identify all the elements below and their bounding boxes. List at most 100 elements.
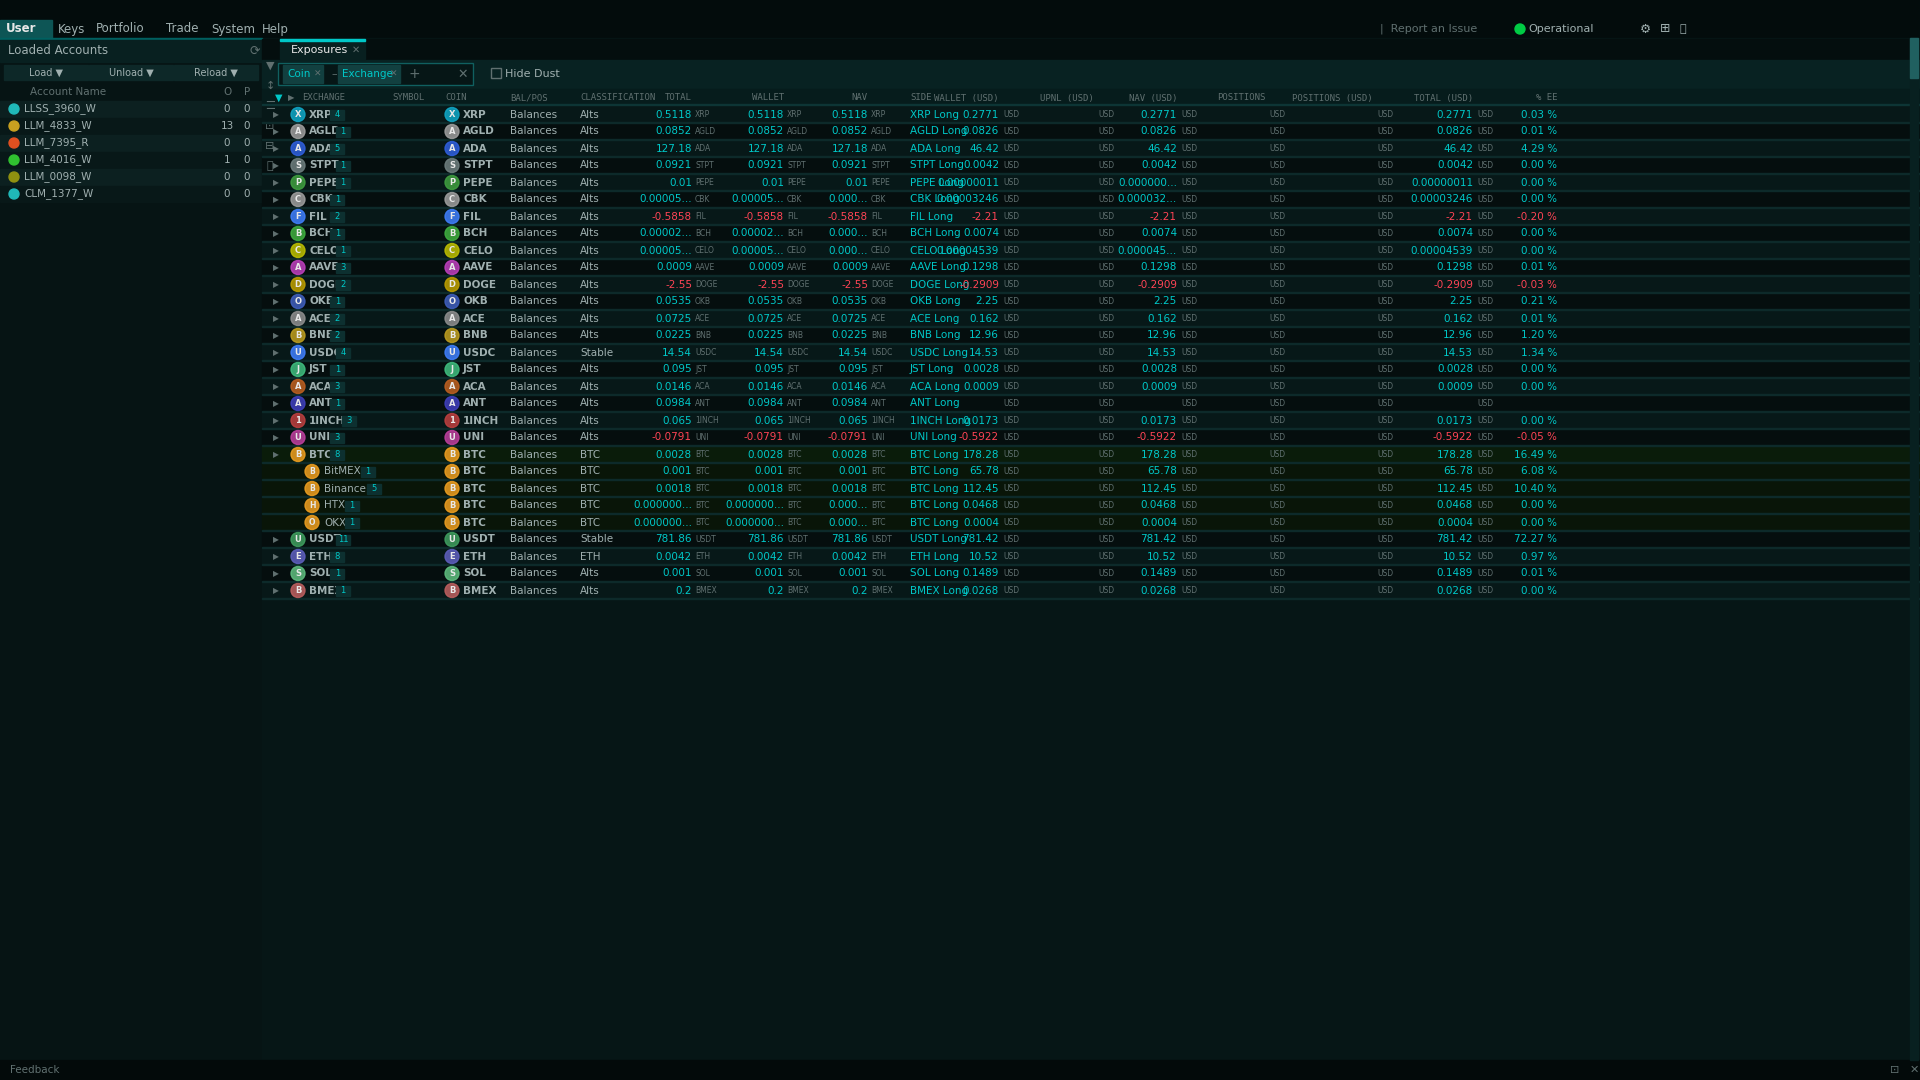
Text: 0.000...: 0.000... (829, 194, 868, 204)
Text: BTC Long: BTC Long (910, 484, 958, 494)
Text: U: U (449, 535, 455, 544)
Circle shape (292, 141, 305, 156)
Text: USD: USD (1476, 110, 1494, 119)
Text: Alts: Alts (580, 144, 599, 153)
Text: USD: USD (1269, 314, 1284, 323)
Text: S: S (296, 569, 301, 578)
Text: 0.0028: 0.0028 (1140, 365, 1177, 375)
Circle shape (445, 567, 459, 581)
Text: Balances: Balances (511, 109, 557, 120)
Text: USD: USD (1002, 433, 1020, 442)
Text: 0.000000...: 0.000000... (634, 500, 691, 511)
Text: NAV (USD): NAV (USD) (1129, 94, 1177, 103)
Text: USD: USD (1181, 280, 1198, 289)
Text: 178.28: 178.28 (962, 449, 998, 459)
Text: Balances: Balances (511, 126, 557, 136)
Text: BCH Long: BCH Long (910, 229, 960, 239)
Circle shape (445, 363, 459, 377)
Text: USD: USD (1181, 433, 1198, 442)
Text: Coin: Coin (286, 69, 311, 79)
Text: 0.0004: 0.0004 (1140, 517, 1177, 527)
Text: 65.78: 65.78 (1146, 467, 1177, 476)
Text: 0.065: 0.065 (839, 416, 868, 426)
Circle shape (292, 583, 305, 597)
Text: 46.42: 46.42 (1146, 144, 1177, 153)
Text: 1: 1 (449, 416, 455, 426)
Bar (261, 345, 1920, 361)
Bar (330, 144, 344, 153)
Text: USD: USD (1269, 212, 1284, 221)
Text: Balances: Balances (511, 297, 557, 307)
Text: USD: USD (1476, 246, 1494, 255)
Text: 0.00005...: 0.00005... (732, 245, 783, 256)
Text: 3: 3 (340, 264, 346, 272)
Text: JST: JST (463, 365, 482, 375)
Text: 10.52: 10.52 (1148, 552, 1177, 562)
Text: 8: 8 (334, 450, 340, 459)
Text: 0.0028: 0.0028 (657, 449, 691, 459)
Text: 0.000...: 0.000... (829, 500, 868, 511)
Bar (330, 109, 344, 120)
Text: 0.095: 0.095 (662, 365, 691, 375)
Text: Feedback: Feedback (10, 1065, 60, 1075)
Text: PEPE Long: PEPE Long (910, 177, 964, 188)
Text: ⊡: ⊡ (1889, 1065, 1899, 1075)
Text: 0: 0 (244, 189, 250, 199)
Text: 0.0028: 0.0028 (831, 449, 868, 459)
Text: 0.1298: 0.1298 (962, 262, 998, 272)
Text: 0.0984: 0.0984 (831, 399, 868, 408)
Text: USD: USD (1269, 127, 1284, 136)
Text: USD: USD (1269, 535, 1284, 544)
Text: 4: 4 (334, 110, 340, 119)
Text: 0.0984: 0.0984 (747, 399, 783, 408)
Text: USD: USD (1098, 433, 1114, 442)
Bar (261, 565, 1920, 581)
Text: ▶: ▶ (273, 586, 278, 595)
Text: 0.0018: 0.0018 (657, 484, 691, 494)
Text: LLM_4016_W: LLM_4016_W (23, 154, 92, 165)
Text: 0.0535: 0.0535 (747, 297, 783, 307)
Text: EXCHANGE: EXCHANGE (301, 94, 346, 103)
Bar (0, 40, 261, 62)
Text: ETH: ETH (580, 552, 601, 562)
Text: 0.00005...: 0.00005... (639, 194, 691, 204)
Text: ▶: ▶ (273, 450, 278, 459)
Text: E: E (296, 552, 301, 561)
Text: Alts: Alts (580, 313, 599, 324)
Text: BTC: BTC (580, 484, 601, 494)
Text: 0.5118: 0.5118 (747, 109, 783, 120)
Text: 14.54: 14.54 (839, 348, 868, 357)
Text: AAVE: AAVE (309, 262, 340, 272)
Text: AAVE Long: AAVE Long (910, 262, 966, 272)
Circle shape (10, 156, 19, 165)
Text: 0.0004: 0.0004 (964, 517, 998, 527)
Text: USD: USD (1002, 450, 1020, 459)
Text: WALLET: WALLET (753, 94, 783, 103)
Text: 0.162: 0.162 (970, 313, 998, 324)
Text: CELO: CELO (463, 245, 493, 256)
Text: ▶: ▶ (273, 161, 278, 170)
Bar (330, 212, 344, 221)
Text: 0.0146: 0.0146 (747, 381, 783, 391)
Text: 0.01 %: 0.01 % (1521, 313, 1557, 324)
Text: B: B (309, 484, 315, 492)
Text: 0.00 %: 0.00 % (1521, 365, 1557, 375)
Text: CBK: CBK (872, 195, 887, 204)
Text: ⓘ: ⓘ (267, 161, 273, 171)
Circle shape (292, 532, 305, 546)
Text: USD: USD (1476, 229, 1494, 238)
Text: XRP: XRP (463, 109, 486, 120)
Text: User: User (6, 23, 36, 36)
Circle shape (445, 431, 459, 445)
Bar (1910, 38, 1918, 78)
Text: ▶: ▶ (273, 535, 278, 544)
Text: XRP Long: XRP Long (910, 109, 958, 120)
Text: Alts: Alts (580, 297, 599, 307)
Text: 👤: 👤 (1680, 24, 1686, 33)
Text: A: A (296, 399, 301, 408)
Bar (261, 123, 1920, 139)
Text: 0.0468: 0.0468 (1140, 500, 1177, 511)
Text: 0.0009: 0.0009 (1436, 381, 1473, 391)
Text: Balances: Balances (511, 535, 557, 544)
Text: 0.00 %: 0.00 % (1521, 517, 1557, 527)
